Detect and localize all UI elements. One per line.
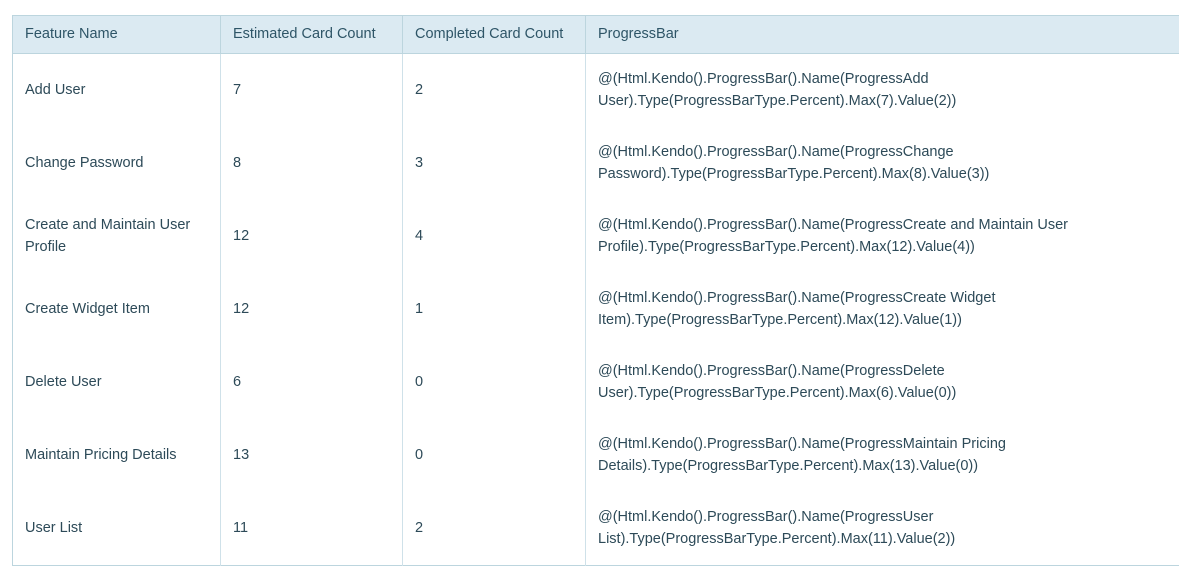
- cell-progressbar-code: @(Html.Kendo().ProgressBar().Name(Progre…: [586, 419, 1179, 492]
- cell-estimated-card-count: 7: [221, 54, 403, 127]
- cell-feature-name: Change Password: [13, 127, 221, 200]
- table-row: Create and Maintain User Profile 12 4 @(…: [13, 200, 1179, 273]
- cell-feature-name: Delete User: [13, 346, 221, 419]
- table-row: Maintain Pricing Details 13 0 @(Html.Ken…: [13, 419, 1179, 492]
- cell-feature-name: Create Widget Item: [13, 273, 221, 346]
- cell-feature-name: Add User: [13, 54, 221, 127]
- table-body: Add User 7 2 @(Html.Kendo().ProgressBar(…: [13, 54, 1179, 566]
- cell-progressbar-code: @(Html.Kendo().ProgressBar().Name(Progre…: [586, 54, 1179, 127]
- cell-feature-name: Maintain Pricing Details: [13, 419, 221, 492]
- cell-completed-card-count: 2: [403, 54, 586, 127]
- table-row: Delete User 6 0 @(Html.Kendo().ProgressB…: [13, 346, 1179, 419]
- cell-completed-card-count: 4: [403, 200, 586, 273]
- column-header-completed-card-count[interactable]: Completed Card Count: [403, 16, 586, 54]
- cell-progressbar-code: @(Html.Kendo().ProgressBar().Name(Progre…: [586, 273, 1179, 346]
- column-header-progressbar[interactable]: ProgressBar: [586, 16, 1179, 54]
- feature-grid-container: Feature Name Estimated Card Count Comple…: [12, 15, 1156, 566]
- cell-completed-card-count: 0: [403, 346, 586, 419]
- cell-feature-name: User List: [13, 492, 221, 565]
- cell-estimated-card-count: 6: [221, 346, 403, 419]
- column-header-feature-name[interactable]: Feature Name: [13, 16, 221, 54]
- table-row: Create Widget Item 12 1 @(Html.Kendo().P…: [13, 273, 1179, 346]
- cell-progressbar-code: @(Html.Kendo().ProgressBar().Name(Progre…: [586, 346, 1179, 419]
- cell-estimated-card-count: 12: [221, 273, 403, 346]
- cell-progressbar-code: @(Html.Kendo().ProgressBar().Name(Progre…: [586, 200, 1179, 273]
- cell-estimated-card-count: 8: [221, 127, 403, 200]
- cell-progressbar-code: @(Html.Kendo().ProgressBar().Name(Progre…: [586, 127, 1179, 200]
- feature-card-count-table: Feature Name Estimated Card Count Comple…: [12, 15, 1179, 566]
- cell-completed-card-count: 0: [403, 419, 586, 492]
- cell-completed-card-count: 3: [403, 127, 586, 200]
- cell-completed-card-count: 1: [403, 273, 586, 346]
- table-row: User List 11 2 @(Html.Kendo().ProgressBa…: [13, 492, 1179, 565]
- cell-estimated-card-count: 13: [221, 419, 403, 492]
- cell-estimated-card-count: 11: [221, 492, 403, 565]
- table-header-row: Feature Name Estimated Card Count Comple…: [13, 16, 1179, 54]
- cell-progressbar-code: @(Html.Kendo().ProgressBar().Name(Progre…: [586, 492, 1179, 565]
- table-header: Feature Name Estimated Card Count Comple…: [13, 16, 1179, 54]
- cell-completed-card-count: 2: [403, 492, 586, 565]
- column-header-estimated-card-count[interactable]: Estimated Card Count: [221, 16, 403, 54]
- table-row: Change Password 8 3 @(Html.Kendo().Progr…: [13, 127, 1179, 200]
- table-row: Add User 7 2 @(Html.Kendo().ProgressBar(…: [13, 54, 1179, 127]
- cell-feature-name: Create and Maintain User Profile: [13, 200, 221, 273]
- cell-estimated-card-count: 12: [221, 200, 403, 273]
